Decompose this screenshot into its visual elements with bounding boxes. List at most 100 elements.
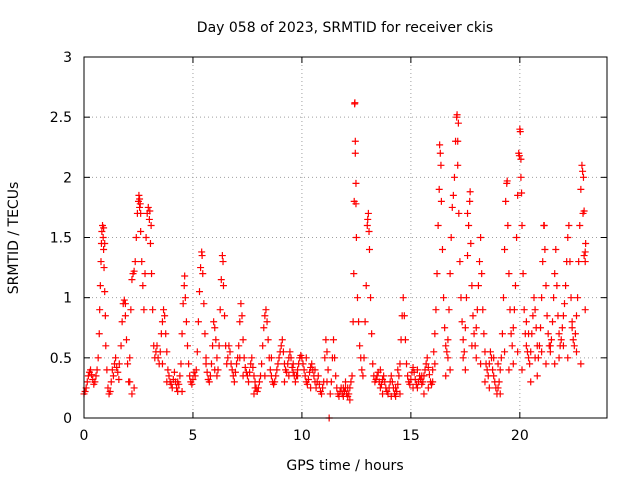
- data-point: [278, 342, 285, 349]
- data-point: [342, 378, 349, 385]
- data-point: [511, 306, 518, 313]
- data-point: [128, 390, 135, 397]
- data-point: [481, 378, 488, 385]
- data-point: [240, 372, 247, 379]
- y-axis-label: SRMTID / TECUs: [6, 182, 22, 295]
- data-point: [292, 378, 299, 385]
- data-point: [582, 240, 589, 247]
- data-point: [181, 282, 188, 289]
- data-point: [464, 252, 471, 259]
- data-point: [124, 360, 131, 367]
- data-point: [436, 186, 443, 193]
- data-point: [149, 306, 156, 313]
- data-point: [520, 270, 527, 277]
- data-point: [574, 294, 581, 301]
- data-point: [388, 372, 395, 379]
- data-point: [194, 348, 201, 355]
- data-point: [544, 312, 551, 319]
- data-point: [361, 354, 368, 361]
- data-point: [163, 348, 170, 355]
- data-point: [541, 222, 548, 229]
- data-point: [566, 258, 573, 265]
- data-point: [138, 258, 145, 265]
- data-point: [442, 372, 449, 379]
- data-point: [465, 222, 472, 229]
- data-point: [97, 282, 104, 289]
- data-point: [426, 371, 433, 378]
- data-point: [98, 228, 105, 235]
- data-point: [519, 366, 526, 373]
- data-point: [92, 372, 99, 379]
- data-point: [281, 378, 288, 385]
- data-point: [463, 294, 470, 301]
- data-point: [404, 372, 411, 379]
- data-point: [126, 378, 133, 385]
- y-tick-label: 1.5: [50, 231, 72, 247]
- data-point: [556, 330, 563, 337]
- data-point: [102, 342, 109, 349]
- data-point: [479, 306, 486, 313]
- data-point: [561, 300, 568, 307]
- data-point: [274, 360, 281, 367]
- data-point: [332, 372, 339, 379]
- data-point: [424, 354, 431, 361]
- data-point: [400, 294, 407, 301]
- data-point: [256, 378, 263, 385]
- data-point: [549, 318, 556, 325]
- data-point: [562, 282, 569, 289]
- data-point: [238, 312, 245, 319]
- data-point: [135, 192, 142, 199]
- data-point: [213, 372, 220, 379]
- data-point: [550, 294, 557, 301]
- data-point: [437, 162, 444, 169]
- data-point: [521, 306, 528, 313]
- data-point: [519, 222, 526, 229]
- data-point: [564, 234, 571, 241]
- data-point: [365, 210, 372, 217]
- data-point: [195, 318, 202, 325]
- data-point: [538, 294, 545, 301]
- data-point: [475, 282, 482, 289]
- data-point: [171, 369, 178, 376]
- data-point: [204, 369, 211, 376]
- data-point: [530, 294, 537, 301]
- data-point: [454, 162, 461, 169]
- data-point: [541, 246, 548, 253]
- data-point: [556, 354, 563, 361]
- data-point: [233, 360, 240, 367]
- data-point: [502, 198, 509, 205]
- data-point: [505, 270, 512, 277]
- data-point: [570, 336, 577, 343]
- data-point: [469, 312, 476, 319]
- data-point: [354, 294, 361, 301]
- data-point: [217, 306, 224, 313]
- data-point: [523, 318, 530, 325]
- data-point: [582, 258, 589, 265]
- data-point: [366, 228, 373, 235]
- data-point: [364, 222, 371, 229]
- data-point: [430, 348, 437, 355]
- data-point: [248, 354, 255, 361]
- data-point: [569, 318, 576, 325]
- data-point: [459, 318, 466, 325]
- data-point: [216, 342, 223, 349]
- data-point: [96, 330, 103, 337]
- data-point: [542, 360, 549, 367]
- data-point: [431, 360, 438, 367]
- data-point: [467, 188, 474, 195]
- data-point: [159, 360, 166, 367]
- data-point: [468, 282, 475, 289]
- data-point: [85, 372, 92, 379]
- data-point: [227, 348, 234, 355]
- data-point: [439, 246, 446, 253]
- data-point: [94, 366, 101, 373]
- data-point: [447, 366, 454, 373]
- data-point: [442, 342, 449, 349]
- data-point: [250, 372, 257, 379]
- data-point: [517, 156, 524, 163]
- data-point: [145, 204, 152, 211]
- data-point: [110, 372, 117, 379]
- data-point: [108, 378, 115, 385]
- data-point: [576, 222, 583, 229]
- data-point: [538, 348, 545, 355]
